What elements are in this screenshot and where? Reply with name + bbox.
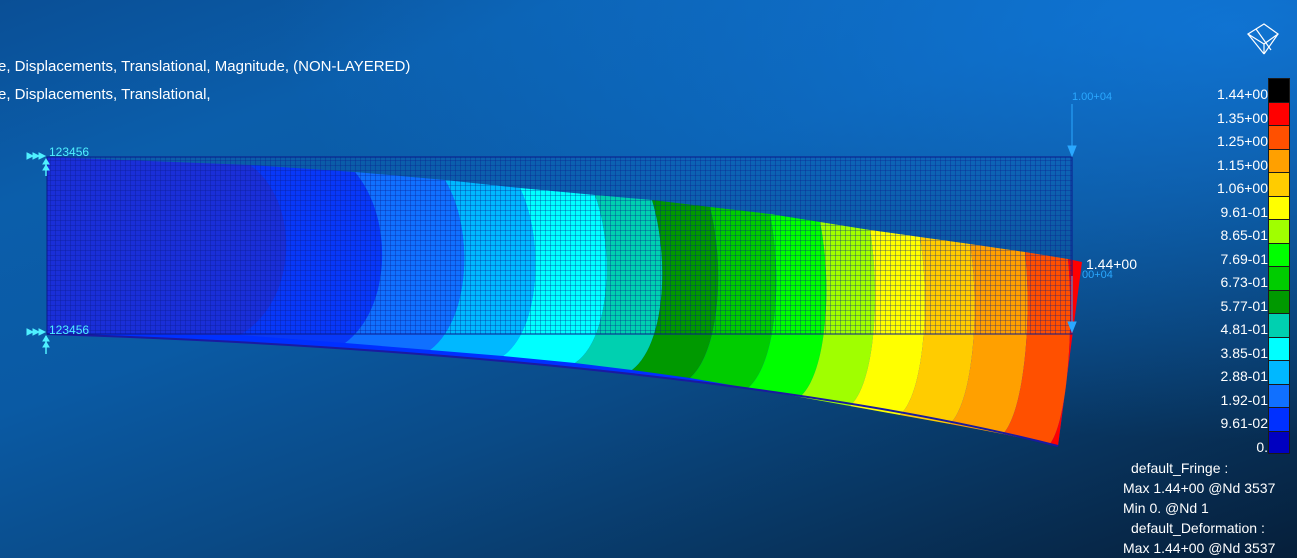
- legend-label: 5.77-01: [1220, 297, 1268, 314]
- legend-label: 0.: [1256, 438, 1268, 455]
- legend-label: 9.61-02: [1220, 415, 1268, 431]
- legend-swatch: [1268, 266, 1290, 290]
- legend-label: 1.35+00: [1217, 109, 1268, 126]
- legend-label: 9.61-01: [1220, 203, 1268, 220]
- legend-swatch: [1268, 219, 1290, 243]
- constraint-label-top: 123456: [49, 145, 89, 159]
- legend-label: 1.06+00: [1217, 180, 1268, 196]
- legend-swatch: [1268, 383, 1290, 407]
- fringe-legend: [1268, 78, 1292, 454]
- legend-swatch: [1268, 125, 1290, 149]
- deformation-info-max: Max 1.44+00 @Nd 3537: [1123, 540, 1276, 556]
- legend-label: 1.25+00: [1217, 133, 1268, 149]
- result-title-deformation: e, Displacements, Translational,: [0, 86, 211, 103]
- legend-swatch: [1268, 148, 1290, 172]
- legend-label: 4.81-01: [1220, 321, 1268, 337]
- deformation-info-title: default_Deformation :: [1131, 520, 1265, 536]
- undeformed-mesh: [46, 156, 1073, 335]
- legend-swatch: [1268, 313, 1290, 337]
- max-value-marker: 1.44+00: [1086, 256, 1137, 272]
- legend-swatch: [1268, 78, 1290, 102]
- legend-swatch: [1268, 242, 1290, 266]
- constraint-label-bottom: 123456: [49, 323, 89, 337]
- load-label-top: 1.00+04: [1072, 91, 1112, 103]
- legend-label: 8.65-01: [1220, 227, 1268, 243]
- legend-label: 1.44+00: [1217, 86, 1268, 102]
- view-orientation-icon[interactable]: [1244, 20, 1282, 58]
- legend-swatch: [1268, 289, 1290, 313]
- legend-swatch: [1268, 360, 1290, 384]
- legend-label: 1.92-01: [1220, 391, 1268, 408]
- load-label-right: 00+04: [1082, 269, 1113, 281]
- legend-swatch: [1268, 407, 1290, 431]
- fringe-info-max: Max 1.44+00 @Nd 3537: [1123, 480, 1276, 496]
- legend-label: 7.69-01: [1220, 250, 1268, 267]
- fringe-info-min: Min 0. @Nd 1: [1123, 500, 1209, 516]
- legend-swatch: [1268, 172, 1290, 196]
- legend-swatch: [1268, 336, 1290, 360]
- constraint-arrows-icon: [26, 152, 50, 354]
- legend-swatch: [1268, 430, 1290, 454]
- legend-label: 6.73-01: [1220, 274, 1268, 290]
- legend-label: 3.85-01: [1220, 344, 1268, 361]
- legend-swatch: [1268, 101, 1290, 125]
- fringe-info-title: default_Fringe :: [1131, 460, 1229, 476]
- legend-label: 2.88-01: [1220, 368, 1268, 384]
- load-arrow-icon: [1067, 104, 1077, 334]
- legend-swatch: [1268, 195, 1290, 219]
- legend-label: 1.15+00: [1217, 156, 1268, 173]
- result-title-fringe: e, Displacements, Translational, Magnitu…: [0, 58, 411, 75]
